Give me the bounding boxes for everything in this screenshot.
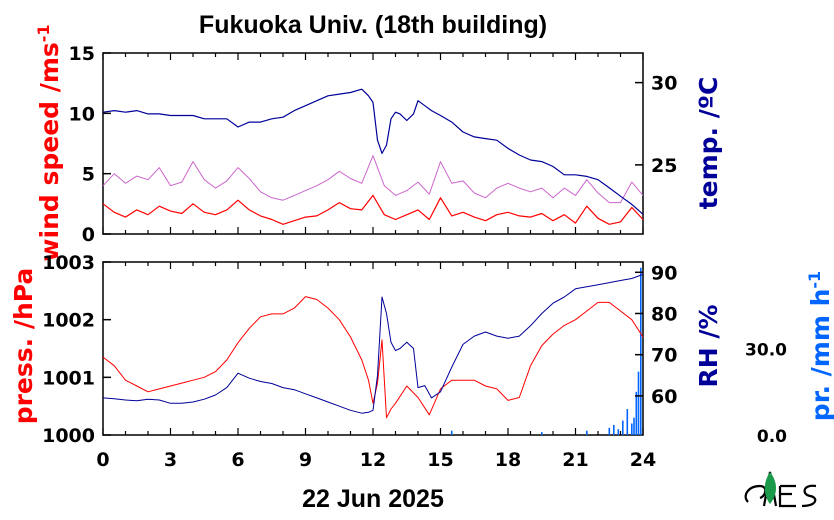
- precip-bar: [608, 427, 611, 435]
- hour-tick-label: 9: [299, 449, 312, 471]
- hour-tick-label: 12: [360, 449, 386, 471]
- wind-smoothed-line: [102, 194, 644, 225]
- lab-logo: [744, 471, 817, 508]
- hour-tick-label: 0: [96, 449, 109, 471]
- temp-tick-label: 30: [651, 73, 677, 95]
- precip-bar: [622, 420, 624, 435]
- hour-tick-label: 15: [427, 449, 453, 471]
- time-axis: 0 3 6 9 12 15 18 21 24: [96, 449, 656, 471]
- press-tick-label: 1000: [42, 425, 95, 447]
- wind-speed-axis-label: wind speed /ms-1: [34, 24, 64, 261]
- wind-tick-label: 0: [82, 224, 95, 246]
- precip-bar: [586, 430, 588, 435]
- wind-tick-label: 10: [69, 103, 95, 125]
- rh-tick-label: 70: [651, 345, 677, 367]
- humidity-axis-label: RH /%: [694, 304, 723, 387]
- hour-tick-label: 24: [630, 449, 656, 471]
- precip-tick-label: 30.0: [745, 341, 787, 361]
- precip-bar: [640, 267, 642, 435]
- precip-bar: [450, 430, 453, 435]
- precip-bar: [613, 424, 615, 435]
- humidity-line: [102, 273, 644, 414]
- precip-bar: [637, 371, 640, 435]
- temp-tick-label: 25: [651, 155, 677, 177]
- top-panel-frame: [102, 52, 644, 235]
- wind-raw-line: [102, 155, 644, 204]
- chart-title: Fukuoka Univ. (18th building): [199, 11, 547, 39]
- top-right-axis: 25 30: [635, 73, 677, 177]
- bottom-plot-area: [102, 262, 644, 436]
- hour-tick-label: 6: [231, 449, 244, 471]
- hour-tick-label: 18: [495, 449, 521, 471]
- top-left-axis: 0 5 10 15: [69, 43, 111, 246]
- rh-tick-label: 90: [651, 262, 677, 284]
- precip-bar: [541, 432, 543, 435]
- bottom-right-axis: 60 70 80 90: [635, 262, 677, 408]
- wind-tick-label: 5: [82, 164, 95, 186]
- pressure-line: [102, 296, 644, 419]
- precip-bar: [633, 417, 635, 435]
- precip-tick-label: 0.0: [757, 427, 787, 447]
- precip-bar: [635, 391, 638, 436]
- precip-bar: [626, 409, 629, 435]
- bottom-left-axis: 1000 1001 1002 1003: [42, 252, 111, 447]
- press-tick-label: 1002: [42, 310, 95, 332]
- rh-tick-label: 60: [651, 386, 677, 408]
- date-label: 22 Jun 2025: [302, 485, 444, 513]
- pressure-axis-label: press. /hPa: [9, 268, 38, 425]
- hour-tick-label: 21: [562, 449, 588, 471]
- precip-bar: [617, 429, 620, 435]
- press-tick-label: 1001: [42, 367, 95, 389]
- temperature-line: [102, 88, 644, 215]
- temperature-axis-label: temp. /ºC: [694, 77, 723, 210]
- press-tick-label: 1003: [42, 252, 95, 274]
- precipitation-axis-label: pr. /mm h-1: [805, 271, 834, 421]
- hour-tick-label: 3: [164, 449, 177, 471]
- precip-bar: [631, 423, 633, 435]
- rh-tick-label: 80: [651, 303, 677, 325]
- top-plot-area: [102, 53, 644, 234]
- wind-tick-label: 15: [69, 43, 95, 65]
- precipitation-axis: 0.0 30.0: [745, 341, 787, 448]
